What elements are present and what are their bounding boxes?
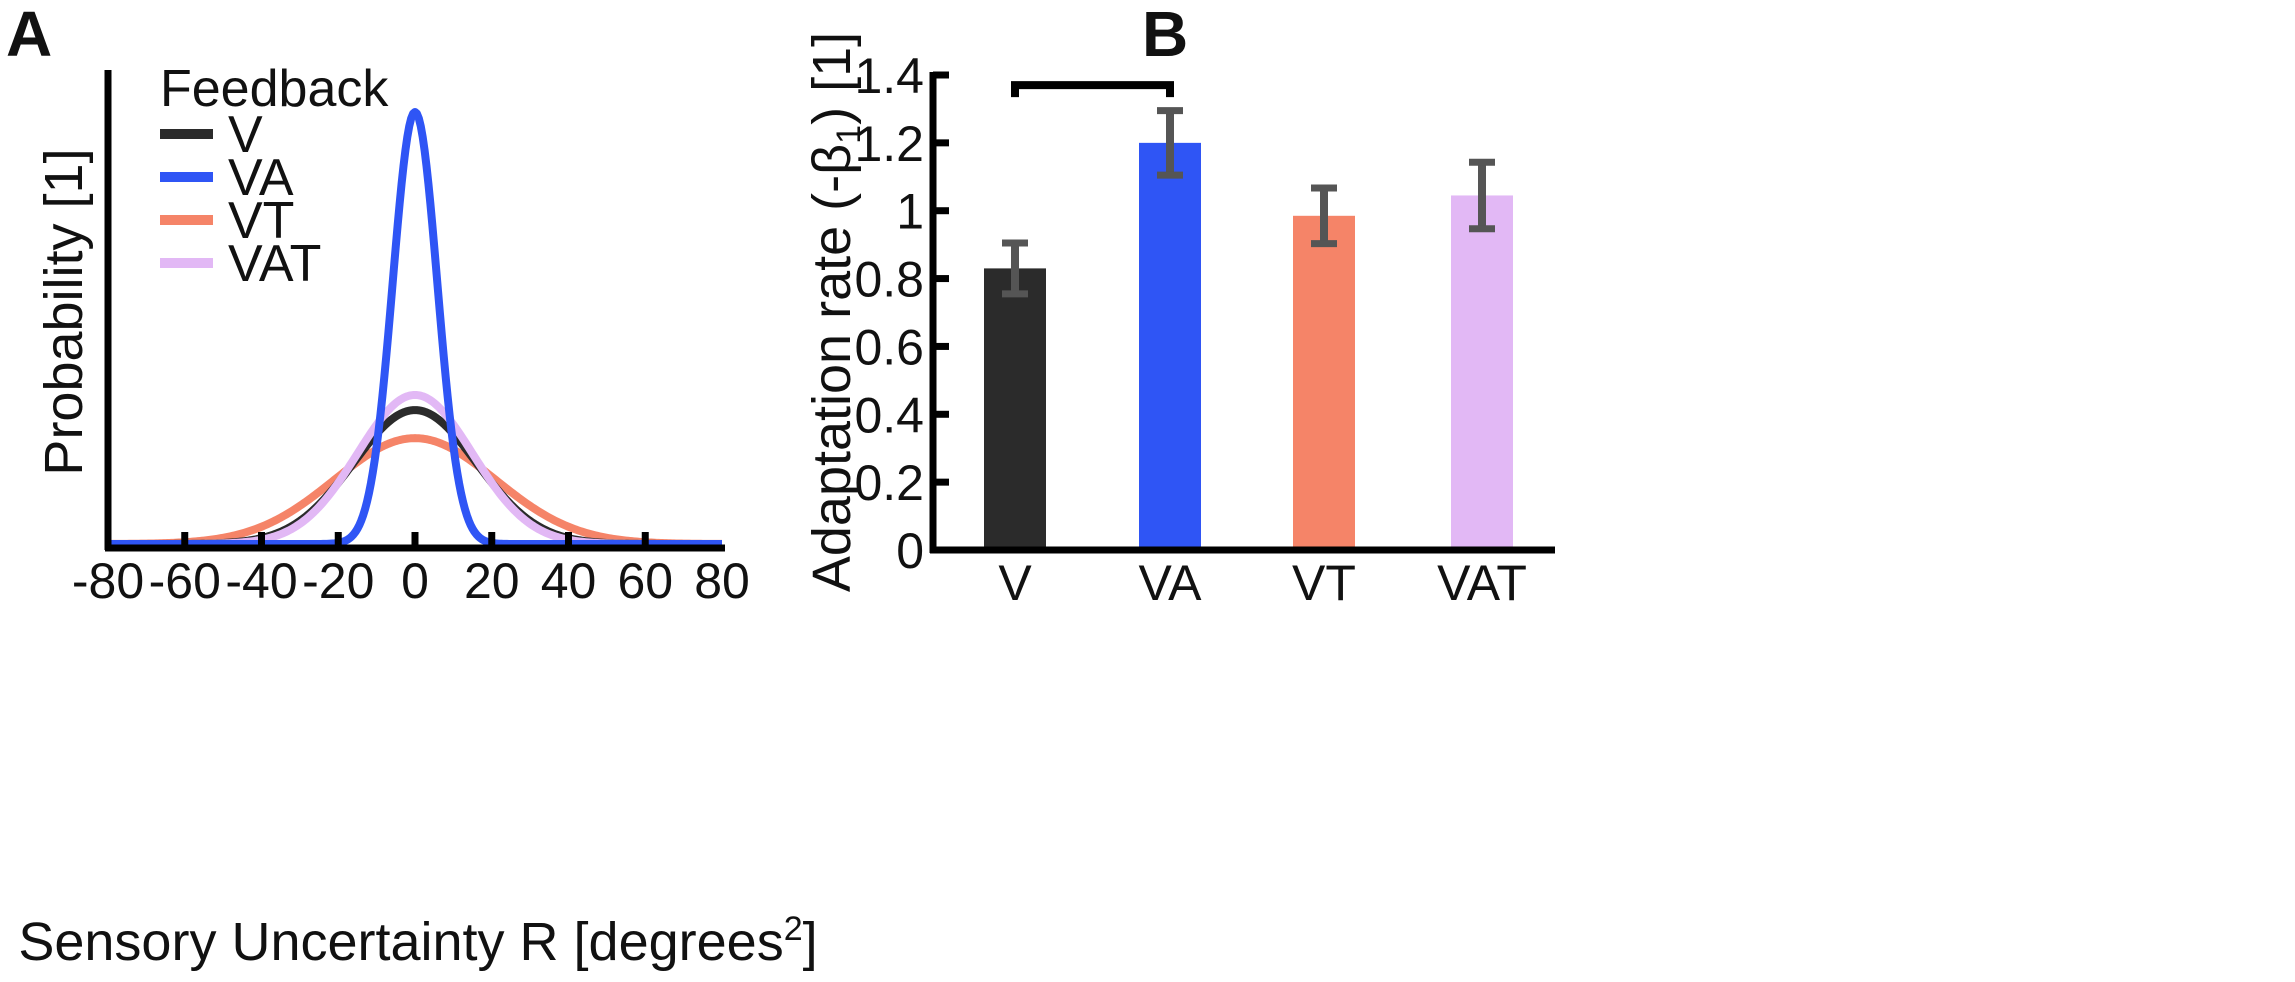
bar-v <box>984 268 1046 550</box>
panel-b-axes <box>929 72 1555 554</box>
error-bar-va <box>1157 107 1183 179</box>
y-tick-label: 1.4 <box>854 48 924 104</box>
panel-b-bar-chart: 0 0.2 0.4 0.6 0.8 1 1.2 1.4 V VA VT VAT Adaptation… <box>802 32 1555 611</box>
bars <box>984 142 1513 551</box>
category-label-va: VA <box>1139 555 1203 611</box>
x-tick-label: 0 <box>401 553 429 609</box>
y-tick-label: 1 <box>896 184 924 240</box>
panel-a-axes <box>104 70 725 552</box>
error-bar-vat <box>1469 158 1495 233</box>
x-tick-label: 20 <box>464 553 520 609</box>
x-tick-label: -80 <box>72 553 144 609</box>
bar-vt <box>1293 215 1355 550</box>
panel-b-y-ticks: 0 0.2 0.4 0.6 0.8 1 1.2 1.4 <box>854 48 949 579</box>
category-label-vat: VAT <box>1437 555 1527 611</box>
density-curve-vt <box>105 434 725 548</box>
y-tick-label: 0.4 <box>854 387 924 443</box>
error-bar-v <box>1002 239 1028 298</box>
y-tick-label: 0.6 <box>854 319 924 375</box>
panel-label-a: A <box>6 0 52 70</box>
x-tick-label: -20 <box>302 553 374 609</box>
bar-vat <box>1451 195 1513 551</box>
x-tick-label: -40 <box>225 553 297 609</box>
category-label-vt: VT <box>1292 555 1356 611</box>
category-label-v: V <box>998 555 1032 611</box>
y-tick-label: 0.8 <box>854 252 924 308</box>
y-tick-label: 0 <box>896 523 924 579</box>
panel-b-y-axis-title: Adaptation rate (-β1) [1] <box>802 32 868 592</box>
legend-label-vat: VAT <box>228 235 321 293</box>
density-curve-vat <box>105 390 725 548</box>
density-curve-v <box>105 406 725 548</box>
density-curves <box>105 108 725 548</box>
x-tick-label: 60 <box>617 553 673 609</box>
legend-title: Feedback <box>160 60 389 118</box>
legend-label-va: VA <box>228 149 294 207</box>
error-bar-vt <box>1311 184 1337 248</box>
x-tick-label: 80 <box>694 553 750 609</box>
x-tick-label: 40 <box>541 553 597 609</box>
panel-b-x-ticks: V VA VT VAT <box>998 555 1527 611</box>
panel-a-density-chart: -80 -60 -40 -20 0 20 40 60 80 Probability [1] Se… <box>18 60 817 972</box>
x-tick-label: -60 <box>149 553 221 609</box>
density-curve-va <box>105 108 725 548</box>
error-bars <box>1002 107 1495 298</box>
panel-a-x-ticks: -80 -60 -40 -20 0 20 40 60 80 <box>72 532 750 609</box>
legend-label-v: V <box>228 106 263 164</box>
y-tick-label: 0.2 <box>854 455 924 511</box>
legend-label-vt: VT <box>228 192 294 250</box>
y-tick-label: 1.2 <box>854 116 924 172</box>
significance-line <box>1011 81 1174 98</box>
bar-va <box>1139 142 1201 550</box>
panel-label-b: B <box>1142 0 1188 70</box>
panel-a-y-axis-title: Probability [1] <box>34 148 94 475</box>
significance-bracket <box>1011 81 1174 98</box>
panel-a-x-axis-title: Sensory Uncertainty R [degrees2] <box>18 910 817 972</box>
